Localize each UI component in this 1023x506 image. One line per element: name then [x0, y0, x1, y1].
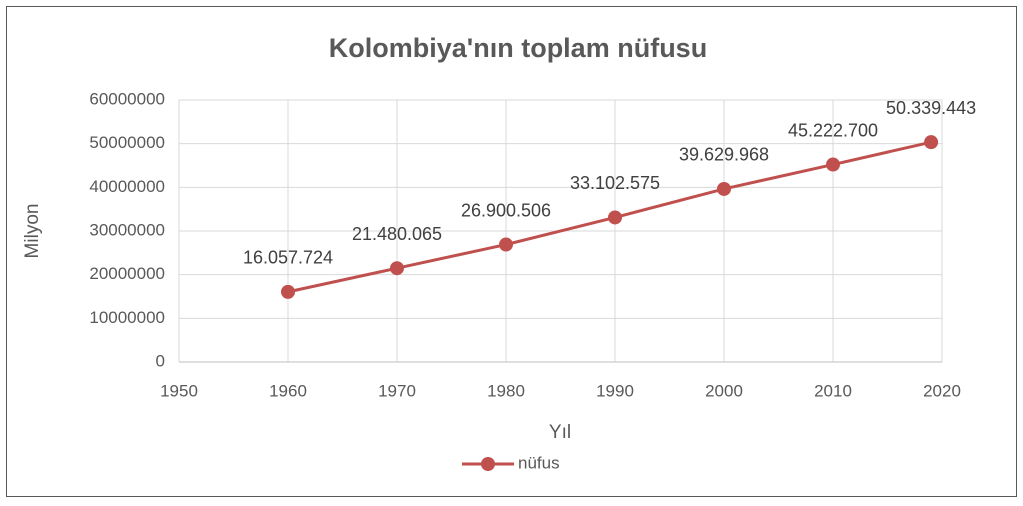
x-tick-label: 1950 [160, 381, 198, 400]
data-point [826, 157, 840, 172]
y-tick-label: 60000000 [89, 89, 165, 108]
x-tick-label: 1980 [487, 381, 525, 400]
x-tick-label: 2020 [923, 381, 961, 400]
data-label: 33.102.575 [570, 173, 660, 193]
y-tick-label: 0 [156, 351, 165, 370]
y-tick-label: 50000000 [89, 133, 165, 152]
data-point [281, 284, 295, 299]
chart-title: Kolombiya'nın toplam nüfusu [329, 33, 707, 63]
x-tick-label: 2010 [814, 381, 852, 400]
x-tick-label: 1960 [269, 381, 307, 400]
data-point [717, 181, 731, 196]
data-point [499, 237, 513, 252]
legend-label: nüfus [518, 453, 560, 472]
data-label: 50.339.443 [886, 98, 976, 118]
legend-marker [481, 457, 495, 471]
y-tick-label: 10000000 [89, 308, 165, 327]
chart-border [6, 6, 1017, 497]
x-tick-label: 1990 [596, 381, 634, 400]
y-tick-label: 40000000 [89, 177, 165, 196]
y-tick-label: 20000000 [89, 264, 165, 283]
data-label: 45.222.700 [788, 120, 878, 140]
x-axis-title: Yıl [549, 422, 571, 443]
x-tick-label: 1970 [378, 381, 416, 400]
x-tick-label: 2000 [705, 381, 743, 400]
data-point [924, 135, 939, 150]
y-axis-title: Milyon [22, 204, 43, 259]
data-label: 39.629.968 [679, 145, 769, 165]
data-point [608, 210, 622, 225]
data-label: 21.480.065 [352, 224, 442, 244]
data-point [390, 261, 404, 276]
y-tick-label: 30000000 [89, 220, 165, 239]
data-label: 16.057.724 [243, 248, 333, 268]
data-label: 26.900.506 [461, 200, 551, 220]
